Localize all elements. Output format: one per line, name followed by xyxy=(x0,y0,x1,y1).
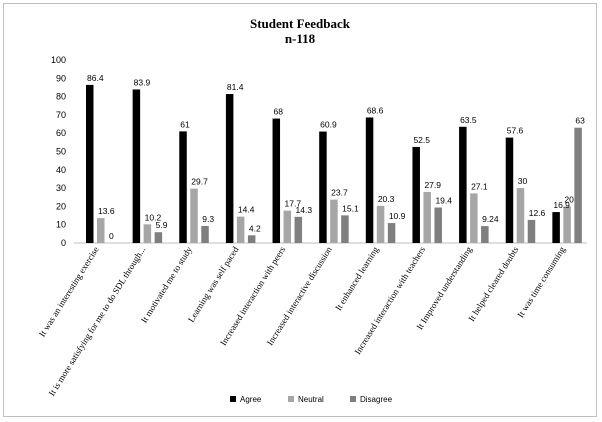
bar-agree xyxy=(319,131,327,243)
bar-agree xyxy=(459,126,467,243)
data-label-neutral: 14.4 xyxy=(238,205,255,215)
legend-label-disagree: Disagree xyxy=(360,395,393,404)
data-label-agree: 61 xyxy=(180,119,190,129)
bar-disagree xyxy=(247,235,256,243)
x-category-label: It is more satisfying for me to do SDL t… xyxy=(47,245,148,398)
data-label-agree: 68 xyxy=(274,107,284,117)
data-label-agree: 86.4 xyxy=(87,73,104,83)
y-tick-label: 0 xyxy=(61,238,66,248)
y-tick-label: 50 xyxy=(56,147,66,157)
y-tick-label: 30 xyxy=(56,183,66,193)
value-labels-group: 86.4 13.6 0 83.9 10.25.9 61 29.7 9.3 81.4 14.4 4.2… xyxy=(87,73,585,241)
y-tick-label: 70 xyxy=(56,110,66,120)
bars-group xyxy=(86,84,582,244)
data-label-agree: 83.9 xyxy=(134,77,151,87)
bar-disagree xyxy=(434,207,442,243)
bar-neutral xyxy=(330,199,338,243)
legend-swatch-agree xyxy=(230,396,236,402)
bar-neutral xyxy=(236,216,245,243)
data-label-neutral: 30 xyxy=(518,176,528,186)
bar-disagree xyxy=(387,223,396,243)
bar-neutral xyxy=(470,193,478,243)
bar-neutral xyxy=(190,188,198,243)
data-label-agree: 63.5 xyxy=(460,115,477,125)
chart-title: Student Feedback xyxy=(250,16,351,31)
bar-neutral xyxy=(376,205,385,243)
bar-agree xyxy=(272,118,281,243)
data-label-disagree: 19.4 xyxy=(435,195,452,205)
bar-neutral xyxy=(423,191,431,243)
data-label-neutral: 13.6 xyxy=(98,206,115,216)
data-label-agree: 68.6 xyxy=(367,105,384,115)
legend-swatch-neutral xyxy=(288,396,294,402)
x-category-label: It helped cleared doubts xyxy=(466,244,520,323)
bar-disagree xyxy=(527,219,536,243)
bar-agree xyxy=(225,94,234,244)
data-label-disagree: 5.9 xyxy=(156,220,168,230)
bar-disagree xyxy=(481,226,489,243)
bar-agree xyxy=(365,117,374,243)
bar-agree xyxy=(552,212,560,243)
legend-label-agree: Agree xyxy=(240,395,262,404)
x-category-label: It enhanced learning xyxy=(333,244,381,312)
bar-disagree xyxy=(154,232,163,243)
y-tick-label: 10 xyxy=(56,220,66,230)
data-label-disagree: 9.3 xyxy=(202,214,214,224)
data-label-neutral: 20 xyxy=(564,194,574,204)
y-tick-label: 90 xyxy=(56,73,66,83)
x-category-label: It Improved understanding xyxy=(414,244,474,331)
bar-agree xyxy=(412,146,420,243)
bar-chart: Student Feedback n-118 0 10 20 30 40 50 60 70 80… xyxy=(37,16,587,404)
bar-neutral xyxy=(516,188,525,243)
bar-agree xyxy=(179,131,187,243)
bar-neutral xyxy=(283,210,292,243)
data-label-neutral: 27.9 xyxy=(424,180,441,190)
data-label-agree: 60.9 xyxy=(320,120,337,130)
data-label-disagree: 9.24 xyxy=(482,214,499,224)
chart-subtitle: n-118 xyxy=(285,31,316,46)
data-label-agree: 57.6 xyxy=(507,126,524,136)
chart-frame: Student Feedback n-118 0 10 20 30 40 50 60 70 80… xyxy=(3,3,597,417)
data-label-neutral: 23.7 xyxy=(331,188,348,198)
bar-neutral xyxy=(143,224,152,243)
y-tick-label: 40 xyxy=(56,165,66,175)
x-category-label: Learning was self paced xyxy=(186,244,241,324)
y-tick-label: 60 xyxy=(56,128,66,138)
bar-agree xyxy=(86,84,94,243)
bar-agree xyxy=(132,89,141,243)
bar-disagree xyxy=(201,225,209,243)
legend-label-neutral: Neutral xyxy=(298,395,324,404)
data-label-agree: 16.9 xyxy=(553,200,570,210)
data-label-agree: 52.5 xyxy=(413,135,430,145)
data-label-disagree: 14.3 xyxy=(296,205,313,215)
bar-neutral xyxy=(563,206,571,243)
data-label-neutral: 20.3 xyxy=(378,194,395,204)
data-label-neutral: 27.1 xyxy=(471,181,488,191)
data-label-disagree: 10.9 xyxy=(389,211,406,221)
y-tick-label: 100 xyxy=(51,55,66,65)
data-label-agree: 81.4 xyxy=(227,82,244,92)
bar-agree xyxy=(505,137,514,243)
data-label-disagree: 0 xyxy=(109,231,114,241)
data-label-disagree: 15.1 xyxy=(342,203,359,213)
bar-disagree xyxy=(294,216,303,243)
bar-disagree xyxy=(574,127,582,243)
bar-disagree xyxy=(341,215,349,243)
x-category-label: It was time consuming xyxy=(515,244,567,319)
y-tick-label: 20 xyxy=(56,201,66,211)
x-category-label: It motivated me to study xyxy=(139,244,194,324)
data-label-neutral: 10.2 xyxy=(145,212,162,222)
legend-swatch-disagree xyxy=(350,396,356,402)
y-tick-label: 80 xyxy=(56,92,66,102)
data-label-disagree: 63 xyxy=(575,116,585,126)
data-label-disagree: 12.6 xyxy=(529,208,546,218)
data-label-disagree: 4.2 xyxy=(249,223,261,233)
bar-neutral xyxy=(97,218,105,243)
data-label-neutral: 17.7 xyxy=(285,199,302,209)
legend: Agree Neutral Disagree xyxy=(230,395,393,404)
data-label-neutral: 29.7 xyxy=(191,177,208,187)
